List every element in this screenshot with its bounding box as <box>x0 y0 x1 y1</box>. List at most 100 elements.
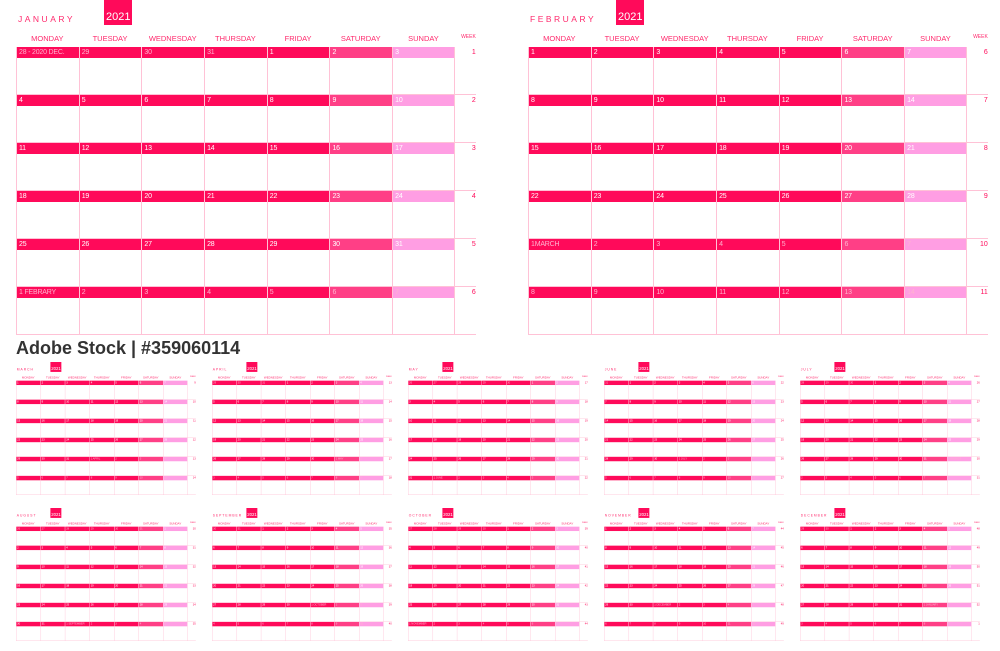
day-cell[interactable]: 5 <box>261 475 286 495</box>
day-cell[interactable]: 24 <box>898 583 923 603</box>
day-cell[interactable]: 30 <box>141 47 205 95</box>
day-cell[interactable]: 28 - 2020 DEC. <box>16 47 79 95</box>
day-cell[interactable]: 12 <box>726 399 752 419</box>
day-cell[interactable]: 11 <box>163 475 188 495</box>
day-cell[interactable]: 12 <box>432 564 458 584</box>
day-cell[interactable]: 21 <box>751 564 776 584</box>
day-cell[interactable]: 7 <box>824 545 850 565</box>
day-cell[interactable]: 7 <box>65 475 90 495</box>
day-cell[interactable]: 9 <box>114 475 139 495</box>
day-cell[interactable]: 16 <box>329 143 393 191</box>
day-cell[interactable]: 28 <box>65 526 90 546</box>
day-cell[interactable]: 28 <box>457 380 482 400</box>
day-cell[interactable]: 17 <box>653 564 678 584</box>
day-cell[interactable]: 29 <box>16 456 41 476</box>
day-cell[interactable]: 9 <box>40 399 66 419</box>
day-cell[interactable]: 6 <box>261 621 286 641</box>
day-cell[interactable]: 2 <box>114 456 139 476</box>
day-cell[interactable]: 24 <box>310 583 335 603</box>
day-cell[interactable]: 3 <box>824 475 850 495</box>
day-cell[interactable]: 10 <box>653 545 678 565</box>
day-cell[interactable]: 7 <box>261 399 286 419</box>
day-cell[interactable]: 6 <box>898 475 923 495</box>
day-cell[interactable]: 26 <box>947 583 972 603</box>
day-cell[interactable]: 24 <box>408 456 433 476</box>
day-cell[interactable]: 30 <box>653 456 678 476</box>
day-cell[interactable]: 9 <box>898 399 923 419</box>
day-cell[interactable]: 2 <box>702 456 727 476</box>
day-cell[interactable]: 14 <box>138 564 164 584</box>
day-cell[interactable]: 29 <box>78 47 142 95</box>
day-cell[interactable]: 12 <box>78 143 142 191</box>
day-cell[interactable]: 4 <box>204 287 267 335</box>
day-cell[interactable]: 13 <box>841 95 905 143</box>
day-cell[interactable]: 3 <box>677 380 703 400</box>
day-cell[interactable]: 1 <box>849 526 874 546</box>
day-cell[interactable]: 19 <box>114 418 139 438</box>
day-cell[interactable]: 1 <box>873 380 899 400</box>
day-cell[interactable]: 1 JANUARY <box>922 602 948 622</box>
day-cell[interactable]: 7 <box>310 475 335 495</box>
day-cell[interactable]: 28 <box>751 583 776 603</box>
day-cell[interactable]: 12 <box>457 418 482 438</box>
day-cell[interactable]: 25 <box>65 602 90 622</box>
day-cell[interactable]: 6 <box>841 239 905 287</box>
day-cell[interactable]: 14 <box>751 545 776 565</box>
day-cell[interactable]: 8 <box>334 475 360 495</box>
day-cell[interactable]: 11 <box>65 564 90 584</box>
day-cell[interactable]: 8 <box>677 475 703 495</box>
day-cell[interactable]: 5 <box>778 47 842 95</box>
day-cell[interactable]: 18 <box>408 583 433 603</box>
day-cell[interactable]: 21 <box>163 418 188 438</box>
day-cell[interactable]: 3 <box>138 456 164 476</box>
day-cell[interactable]: 8 <box>604 545 629 565</box>
day-cell[interactable]: 18 <box>334 564 360 584</box>
day-cell[interactable]: 25 <box>677 583 703 603</box>
day-cell[interactable]: 25 <box>922 583 948 603</box>
day-cell[interactable]: 29 <box>800 526 825 546</box>
day-cell[interactable]: 31 <box>40 621 66 641</box>
day-cell[interactable]: 29 <box>457 526 482 546</box>
day-cell[interactable]: 16 <box>898 418 923 438</box>
day-cell[interactable]: 10 <box>898 545 923 565</box>
day-cell[interactable]: 29 <box>824 380 850 400</box>
day-cell[interactable]: 3 <box>65 380 90 400</box>
day-cell[interactable]: 26 <box>16 526 41 546</box>
day-cell[interactable]: 7 <box>236 545 262 565</box>
day-cell[interactable]: 10 <box>555 545 580 565</box>
day-cell[interactable]: 9 <box>702 475 727 495</box>
day-cell[interactable]: 21 <box>904 143 967 191</box>
day-cell[interactable]: 10 <box>359 621 384 641</box>
day-cell[interactable]: 16 <box>653 418 678 438</box>
day-cell[interactable]: 2 <box>590 239 654 287</box>
day-cell[interactable]: 10 <box>677 399 703 419</box>
day-cell[interactable]: 15 <box>163 564 188 584</box>
day-cell[interactable]: 2 <box>40 380 66 400</box>
day-cell[interactable]: 2 <box>432 621 458 641</box>
day-cell[interactable]: 3 <box>653 239 717 287</box>
day-cell[interactable]: 8 <box>528 95 591 143</box>
day-cell[interactable]: 2 <box>457 475 482 495</box>
day-cell[interactable]: 23 <box>285 583 311 603</box>
day-cell[interactable]: 7 <box>204 95 267 143</box>
day-cell[interactable]: 6 <box>726 526 752 546</box>
day-cell[interactable]: 3 <box>800 621 825 641</box>
day-cell[interactable]: 8 <box>922 621 948 641</box>
day-cell[interactable]: 21 <box>481 583 507 603</box>
day-cell[interactable]: 5 <box>873 475 899 495</box>
day-cell[interactable]: 24 <box>65 437 90 457</box>
day-cell[interactable]: 5 <box>457 399 482 419</box>
day-cell[interactable]: 25 <box>408 602 433 622</box>
day-cell[interactable]: 10 <box>408 418 433 438</box>
day-cell[interactable]: 15 <box>849 564 874 584</box>
day-cell[interactable]: 6 <box>824 399 850 419</box>
day-cell[interactable]: 26 <box>432 602 458 622</box>
day-cell[interactable]: 20 <box>824 437 850 457</box>
day-cell[interactable]: 4 <box>726 602 752 622</box>
day-cell[interactable]: 31 <box>922 456 948 476</box>
day-cell[interactable]: 3 <box>555 526 580 546</box>
day-cell[interactable]: 3 <box>334 380 360 400</box>
day-cell[interactable]: 8 <box>849 545 874 565</box>
day-cell[interactable]: 10 <box>138 475 164 495</box>
day-cell[interactable]: 22 <box>873 437 899 457</box>
